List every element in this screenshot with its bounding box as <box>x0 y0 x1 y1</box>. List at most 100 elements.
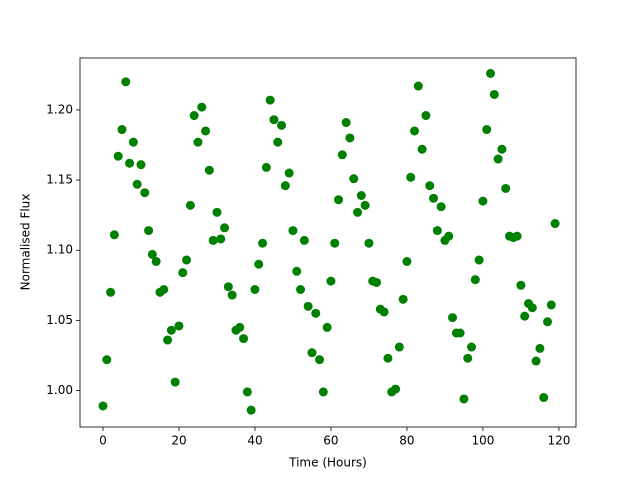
point <box>413 81 423 91</box>
point <box>208 235 218 245</box>
x-tick-label: 40 <box>247 434 262 448</box>
point <box>417 144 427 154</box>
x-tick-label: 100 <box>471 434 494 448</box>
point <box>212 207 222 217</box>
point <box>98 401 108 411</box>
x-tick-label: 60 <box>323 434 338 448</box>
point <box>448 313 458 323</box>
point <box>170 377 180 387</box>
point <box>550 219 560 229</box>
point <box>125 158 135 168</box>
point <box>113 151 123 161</box>
point <box>299 235 309 245</box>
point <box>250 285 260 295</box>
point <box>204 165 214 175</box>
point <box>151 256 161 266</box>
point <box>254 259 264 269</box>
point <box>102 355 112 365</box>
point <box>128 137 138 147</box>
point <box>136 160 146 170</box>
y-tick-label: 1.05 <box>46 313 73 327</box>
y-tick-label: 1.10 <box>46 243 73 257</box>
point <box>140 188 150 198</box>
x-axis-label: Time (Hours) <box>288 456 367 470</box>
point <box>482 125 492 135</box>
point <box>360 200 370 210</box>
point <box>239 334 249 344</box>
y-axis-label: Normalised Flux <box>19 194 33 291</box>
point <box>516 280 526 290</box>
point <box>132 179 142 189</box>
point <box>425 181 435 191</box>
point <box>432 226 442 236</box>
point <box>463 353 473 363</box>
x-tick-label: 0 <box>99 434 107 448</box>
point <box>269 115 279 125</box>
point <box>106 287 116 297</box>
point <box>459 394 469 404</box>
point <box>144 226 154 236</box>
point <box>383 353 393 363</box>
point <box>227 290 237 300</box>
point <box>296 285 306 295</box>
point <box>337 150 347 160</box>
point <box>379 307 389 317</box>
point <box>486 68 496 78</box>
point <box>201 126 211 136</box>
point <box>174 321 184 331</box>
point <box>364 238 374 248</box>
point <box>501 183 511 193</box>
point <box>406 172 416 182</box>
point <box>235 322 245 332</box>
x-tick-label: 20 <box>171 434 186 448</box>
point <box>470 275 480 285</box>
point <box>391 384 401 394</box>
point <box>292 266 302 276</box>
point <box>341 118 351 128</box>
point <box>159 285 169 295</box>
point <box>265 95 275 105</box>
y-tick-label: 1.15 <box>46 173 73 187</box>
point <box>322 322 332 332</box>
point <box>318 387 328 397</box>
point <box>410 126 420 136</box>
point <box>311 308 321 318</box>
point <box>489 89 499 99</box>
point <box>277 120 287 130</box>
point <box>273 137 283 147</box>
point <box>345 133 355 143</box>
point <box>246 405 256 415</box>
point <box>193 137 203 147</box>
point <box>303 301 313 311</box>
point <box>402 256 412 266</box>
point <box>258 238 268 248</box>
point <box>288 226 298 236</box>
point <box>216 234 226 244</box>
point <box>163 335 173 345</box>
point <box>197 102 207 112</box>
point <box>315 355 325 365</box>
plot-frame <box>79 57 577 428</box>
point <box>394 342 404 352</box>
point <box>261 162 271 172</box>
point <box>493 154 503 164</box>
point <box>334 195 344 205</box>
point <box>220 223 230 233</box>
point <box>353 207 363 217</box>
point <box>444 231 454 241</box>
point <box>178 268 188 278</box>
point <box>189 111 199 121</box>
point <box>497 144 507 154</box>
point <box>512 231 522 241</box>
point <box>182 255 192 265</box>
point <box>372 277 382 287</box>
point <box>242 387 252 397</box>
point <box>543 317 553 327</box>
point <box>436 202 446 212</box>
point <box>147 249 157 259</box>
point <box>535 343 545 353</box>
point <box>356 190 366 200</box>
point <box>546 300 556 310</box>
point <box>326 276 336 286</box>
